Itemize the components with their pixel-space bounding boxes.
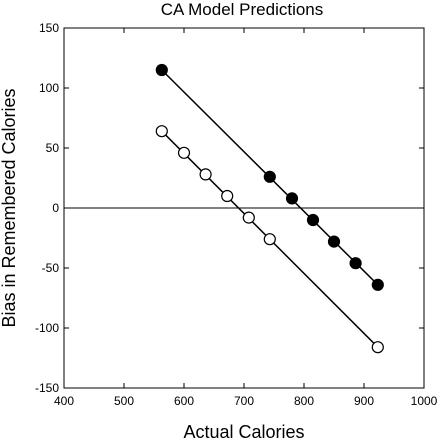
data-point [263, 170, 276, 183]
data-point [371, 341, 384, 354]
data-point [306, 213, 320, 227]
x-axis-title: Actual Calories [183, 422, 304, 442]
series-0 [155, 63, 384, 291]
x-tick-label: 400 [54, 394, 74, 408]
y-tick-label: 0 [52, 201, 59, 215]
data-point [177, 146, 191, 159]
data-point [327, 235, 341, 248]
series-1 [155, 125, 384, 354]
data-point [349, 257, 362, 270]
data-point [263, 233, 276, 246]
data-point [242, 211, 255, 224]
data-point [155, 63, 168, 77]
data-point [371, 278, 384, 291]
y-tick-label: 50 [46, 141, 60, 155]
x-tick-label: 500 [114, 394, 134, 408]
y-tick-label: -50 [42, 261, 60, 275]
data-point [155, 125, 168, 138]
y-tick-label: 100 [39, 81, 59, 95]
y-tick-label: 150 [39, 21, 59, 35]
axis-ticks: 400 500 600 700 800 900 1000 -150 -100 -50 0 50 100 1… [35, 21, 438, 408]
data-point [221, 189, 234, 203]
series-group [155, 63, 384, 354]
x-tick-label: 1000 [411, 394, 438, 408]
x-tick-label: 900 [354, 394, 374, 408]
x-tick-label: 700 [234, 394, 254, 408]
x-tick-label: 600 [174, 394, 194, 408]
y-tick-label: -150 [35, 381, 59, 395]
chart-title: CA Model Predictions [161, 0, 324, 19]
x-tick-label: 800 [294, 394, 314, 408]
y-axis-title: Bias in Remembered Calories [0, 88, 19, 327]
data-point [199, 168, 212, 181]
y-tick-label: -100 [35, 321, 59, 335]
data-point [285, 192, 299, 205]
